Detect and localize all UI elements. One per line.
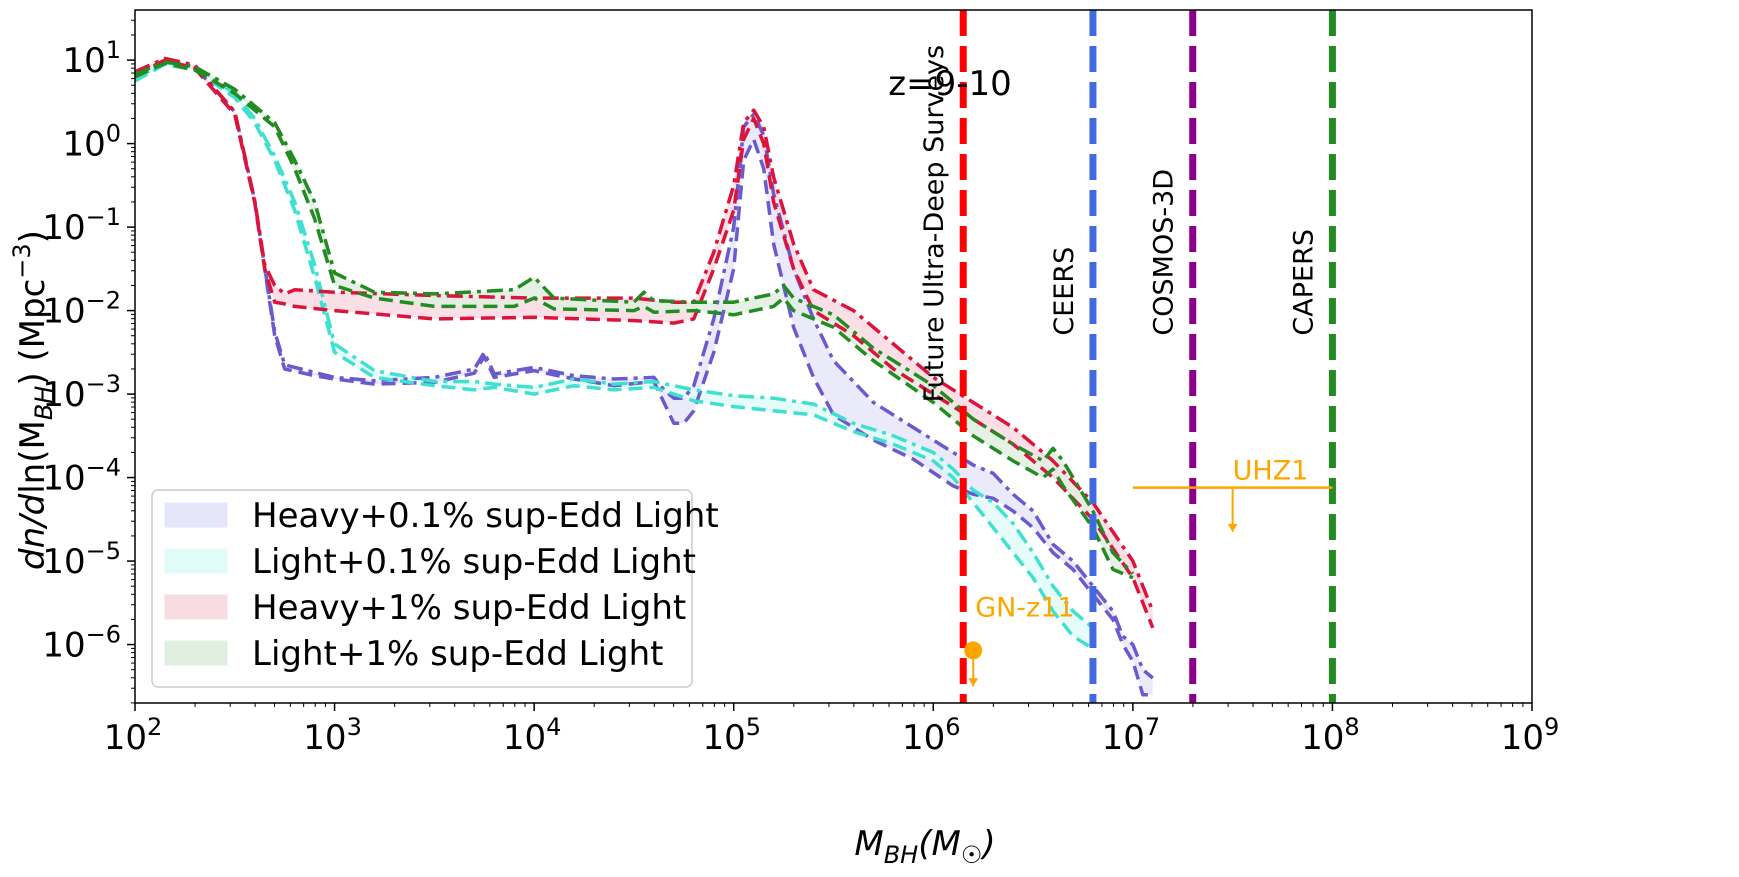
- x-tick-label-6: 107: [1102, 713, 1161, 758]
- observed-points: GN-z11 UHZ1: [964, 456, 1333, 687]
- plot-frame: [134, 9, 1533, 704]
- y-tick-label-3: 10−1: [42, 203, 121, 248]
- vline-label-4: CAPERS: [1288, 229, 1319, 336]
- y-tick-label-6: 10−4: [42, 454, 121, 499]
- legend-swatch-1: [164, 502, 228, 528]
- point-1-label: GN-z11: [975, 592, 1074, 623]
- vline-label-3: COSMOS-3D: [1149, 169, 1180, 336]
- y-axis-title: dn/dln(MBH) (Mpc−3): [8, 230, 58, 570]
- y-tick-label-2: 100: [62, 120, 121, 165]
- legend-swatch-3: [164, 594, 228, 620]
- x-tick-label-3: 104: [503, 713, 562, 758]
- point-2-label: UHZ1: [1233, 456, 1309, 487]
- x-tick-label-4: 105: [702, 713, 761, 758]
- x-tick-label-8: 109: [1501, 713, 1560, 758]
- y-tick-label-8: 10−6: [42, 621, 121, 666]
- point-2-arrow: [1227, 523, 1238, 532]
- series-1-dashdot-line: [135, 58, 1154, 680]
- legend-label-4: Light+1% sup-Edd Light: [252, 634, 664, 674]
- legend-swatch-2: [164, 548, 228, 574]
- legend-label-3: Heavy+1% sup-Edd Light: [252, 588, 686, 628]
- series-4-dashed-line: [135, 61, 1134, 580]
- vline-label-2: CEERS: [1049, 247, 1080, 336]
- series-1-dashed-line: [135, 60, 1153, 697]
- x-tick-label-1: 102: [104, 713, 163, 758]
- series-2-dashed-line: [135, 62, 1094, 651]
- legend-swatch-4: [164, 640, 228, 666]
- x-tick-label-2: 103: [303, 713, 362, 758]
- axis-ticks: 102 103 104 105 106 107 108 109 101 100 10−1 10−2 10…: [42, 19, 1560, 758]
- redshift-label: z=9-10: [888, 64, 1012, 104]
- series-2-dashdot-line: [135, 60, 1095, 630]
- vline-label-1: Future Ultra-Deep Surveys: [919, 45, 950, 403]
- legend-label-1: Heavy+0.1% sup-Edd Light: [252, 496, 719, 536]
- survey-limit-lines: Future Ultra-Deep Surveys CEERS COSMOS-3D C…: [919, 10, 1336, 703]
- x-axis-title: MBH(M☉): [854, 824, 995, 869]
- legend-label-2: Light+0.1% sup-Edd Light: [252, 542, 696, 582]
- y-tick-label-7: 10−5: [42, 537, 121, 582]
- legend: Heavy+0.1% sup-Edd Light Light+0.1% sup-E…: [151, 489, 719, 688]
- legend-box: [151, 489, 693, 688]
- series-4-dashdot-line: [135, 60, 1135, 575]
- y-tick-label-5: 10−3: [42, 370, 121, 415]
- y-tick-label-4: 10−2: [42, 287, 121, 332]
- x-tick-label-7: 108: [1301, 713, 1360, 758]
- x-tick-label-5: 106: [902, 713, 961, 758]
- point-1-arrow: [968, 678, 979, 687]
- y-tick-label-1: 101: [62, 36, 121, 81]
